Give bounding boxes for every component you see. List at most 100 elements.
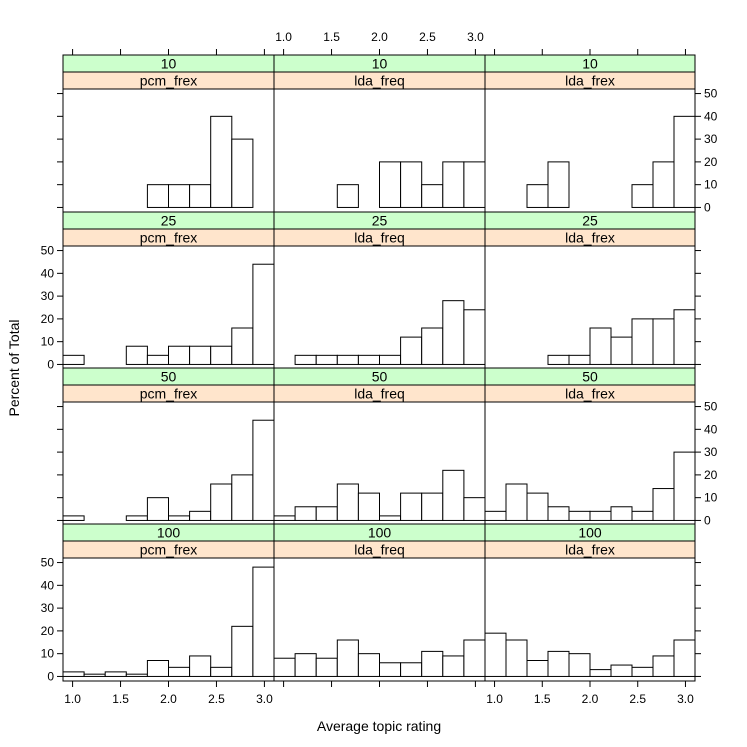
- y-tick-label: 0: [47, 669, 54, 683]
- histogram-bar: [652, 655, 675, 677]
- histogram-bar: [125, 515, 148, 521]
- y-tick-label: 40: [41, 266, 55, 280]
- strip-method-label: lda_frex: [565, 386, 615, 402]
- histogram-bar: [547, 354, 570, 365]
- histogram-bar: [168, 515, 191, 521]
- histogram-bar: [315, 354, 338, 365]
- histogram-bar: [400, 662, 423, 677]
- strip-method-label: lda_freq: [354, 542, 405, 558]
- histogram-bar: [168, 184, 191, 208]
- histogram-bar: [210, 666, 233, 677]
- histogram-bar: [547, 506, 570, 521]
- histogram-bar: [484, 510, 507, 521]
- strip-k-label: 100: [578, 525, 602, 541]
- histogram-bar: [379, 161, 402, 208]
- y-tick-label: 20: [704, 468, 718, 482]
- histogram-bar: [336, 184, 359, 208]
- strip-method-label: lda_freq: [354, 230, 405, 246]
- histogram-bar: [379, 662, 402, 677]
- histogram-bar: [610, 664, 633, 677]
- strip-method-label: pcm_frex: [140, 73, 198, 89]
- histogram-bar: [589, 669, 612, 677]
- x-tick-label-bottom: 2.0: [582, 692, 599, 706]
- strip-k-label: 25: [161, 213, 177, 229]
- y-tick-label: 30: [704, 445, 718, 459]
- histogram-bar: [610, 336, 633, 365]
- x-tick-label-bottom: 2.5: [629, 692, 646, 706]
- y-tick-label: 50: [41, 244, 55, 258]
- x-tick-label-bottom: 1.0: [486, 692, 503, 706]
- histogram-bar: [273, 515, 296, 521]
- x-tick-label-top: 2.0: [371, 30, 388, 44]
- strip-k-label: 50: [161, 369, 177, 385]
- histogram-bar: [673, 309, 696, 365]
- histogram-bar: [526, 660, 549, 677]
- strip-method-label: pcm_frex: [140, 542, 198, 558]
- histogram-bar: [252, 263, 275, 365]
- histogram-bar: [652, 488, 675, 521]
- histogram-bar: [505, 483, 528, 521]
- histogram-bar: [484, 632, 507, 677]
- histogram-bar: [252, 566, 275, 677]
- histogram-bar: [168, 666, 191, 677]
- strip-method-label: lda_freq: [354, 73, 405, 89]
- histogram-bar: [252, 419, 275, 521]
- histogram-bar: [104, 671, 127, 677]
- histogram-bar: [336, 639, 359, 677]
- y-tick-label: 40: [704, 109, 718, 123]
- histogram-bar: [421, 492, 444, 521]
- strip-method-label: lda_frex: [565, 542, 615, 558]
- histogram-bar: [400, 336, 423, 365]
- strip-k-label: 10: [161, 56, 177, 72]
- strip-k-label: 25: [582, 213, 598, 229]
- y-tick-label: 10: [41, 647, 55, 661]
- histogram-bar: [442, 161, 465, 208]
- histogram-bar: [442, 469, 465, 521]
- histogram-bar: [294, 354, 317, 365]
- histogram-bar: [463, 639, 486, 677]
- histogram-bar: [463, 309, 486, 365]
- y-tick-label: 0: [704, 513, 711, 527]
- histogram-bar: [589, 510, 612, 521]
- y-tick-label: 30: [41, 601, 55, 615]
- y-tick-label: 50: [704, 400, 718, 414]
- x-tick-label-top: 3.0: [467, 30, 484, 44]
- histogram-bar: [442, 655, 465, 677]
- histogram-bar: [189, 655, 212, 677]
- histogram-bar: [631, 666, 654, 677]
- strip-k-label: 10: [372, 56, 388, 72]
- strip-k-label: 25: [372, 213, 388, 229]
- histogram-bar: [231, 138, 254, 208]
- histogram-bar: [400, 161, 423, 208]
- histogram-bar: [463, 497, 486, 521]
- histogram-bar: [568, 510, 591, 521]
- histogram-bar: [631, 510, 654, 521]
- histogram-bar: [336, 354, 359, 365]
- histogram-bar: [189, 184, 212, 208]
- histogram-bar: [168, 345, 191, 365]
- y-tick-label: 20: [41, 312, 55, 326]
- histogram-bar: [357, 354, 380, 365]
- y-tick-label: 40: [704, 422, 718, 436]
- histogram-bar: [146, 497, 169, 521]
- y-tick-label: 30: [704, 132, 718, 146]
- histogram-bar: [315, 506, 338, 521]
- histogram-bar: [210, 345, 233, 365]
- histogram-bar: [526, 492, 549, 521]
- histogram-bar: [315, 657, 338, 677]
- x-tick-label-top: 1.0: [275, 30, 292, 44]
- x-tick-label-top: 2.5: [419, 30, 436, 44]
- strip-k-label: 10: [582, 56, 598, 72]
- histogram-bar: [62, 671, 85, 677]
- histogram-bar: [652, 318, 675, 365]
- histogram-bar: [673, 115, 696, 208]
- y-tick-label: 50: [41, 556, 55, 570]
- histogram-bar: [146, 354, 169, 365]
- histogram-bar: [210, 483, 233, 521]
- histogram-bar: [357, 492, 380, 521]
- y-tick-label: 0: [47, 357, 54, 371]
- y-tick-label: 20: [41, 624, 55, 638]
- histogram-bar: [673, 451, 696, 521]
- histogram-bar: [294, 506, 317, 521]
- histogram-bar: [273, 657, 296, 677]
